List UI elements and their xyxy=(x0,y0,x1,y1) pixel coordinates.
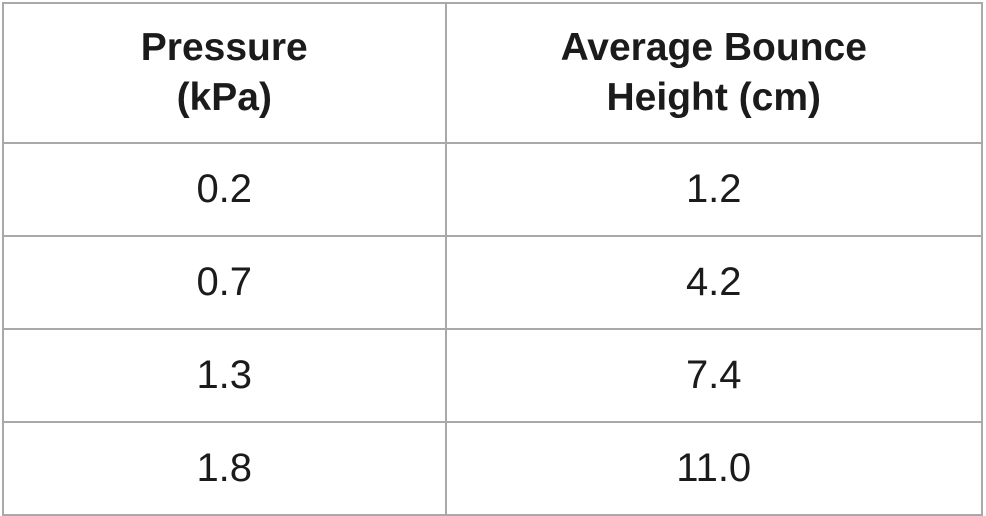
table-row: 0.2 1.2 xyxy=(2,142,983,237)
table-row: 1.8 11.0 xyxy=(2,421,983,516)
cell-pressure: 1.8 xyxy=(2,421,447,516)
column-header-pressure-line1: Pressure xyxy=(140,26,308,70)
column-header-bounce-height-line1: Average Bounce xyxy=(560,26,867,70)
column-header-bounce-height-line2: Height (cm) xyxy=(606,76,822,119)
column-header-bounce-height: Average Bounce Height (cm) xyxy=(444,2,983,144)
cell-pressure: 0.2 xyxy=(2,142,447,237)
column-header-pressure: Pressure (kPa) xyxy=(2,2,447,144)
cell-pressure: 1.3 xyxy=(2,328,447,423)
table-row: 1.3 7.4 xyxy=(2,328,983,423)
table-row: 0.7 4.2 xyxy=(2,235,983,330)
column-header-pressure-line2: (kPa) xyxy=(176,76,272,119)
table-header-row: Pressure (kPa) Average Bounce Height (cm… xyxy=(2,2,983,144)
cell-pressure: 0.7 xyxy=(2,235,447,330)
cell-bounce-height: 7.4 xyxy=(444,328,983,423)
cell-bounce-height: 4.2 xyxy=(444,235,983,330)
cell-bounce-height: 11.0 xyxy=(444,421,983,516)
cell-bounce-height: 1.2 xyxy=(444,142,983,237)
